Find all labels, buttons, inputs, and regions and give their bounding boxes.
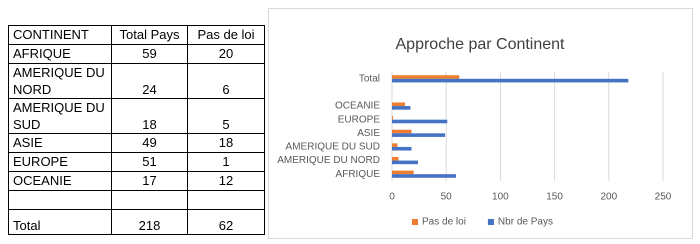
cell: 17 xyxy=(111,171,188,191)
y-tick-label: OCEANIE xyxy=(335,101,380,112)
cell: 59 xyxy=(111,44,188,64)
x-tick-label: 50 xyxy=(441,192,453,203)
bar xyxy=(392,78,629,83)
bar xyxy=(392,116,394,120)
bar xyxy=(392,75,460,79)
bar xyxy=(392,106,411,110)
chart-border xyxy=(268,8,693,239)
y-tick-label: Total xyxy=(359,73,380,84)
bar xyxy=(392,119,448,124)
bar xyxy=(392,143,398,147)
bar xyxy=(392,133,446,137)
y-tick-label: AFRIQUE xyxy=(336,169,381,180)
cell: EUROPE xyxy=(8,152,112,172)
cell: 18 xyxy=(187,133,265,153)
y-tick-label: ASIE xyxy=(357,128,380,139)
data-table: CONTINENT Total Pays Pas de loi AFRIQUE 59 2… xyxy=(8,25,265,235)
cell: 18 xyxy=(111,98,188,134)
cell: 6 xyxy=(187,63,265,99)
bar xyxy=(392,129,412,134)
total-cell: 218 xyxy=(111,209,188,235)
legend-label: Pas de loi xyxy=(422,217,466,228)
chart-title: Approche par Continent xyxy=(396,36,566,53)
cell: 24 xyxy=(111,63,188,99)
x-tick-label: 100 xyxy=(492,192,509,203)
bar xyxy=(392,102,406,107)
x-tick-label: 200 xyxy=(600,192,617,203)
x-tick-label: 250 xyxy=(655,192,672,203)
bar xyxy=(392,170,414,175)
bar xyxy=(392,156,399,161)
total-cell: Total xyxy=(8,209,112,235)
cell: 5 xyxy=(187,98,265,134)
legend-swatch xyxy=(487,219,494,225)
total-cell: 62 xyxy=(187,209,265,235)
legend-label: Nbr de Pays xyxy=(498,217,553,228)
bar xyxy=(392,146,412,151)
bar xyxy=(392,160,419,165)
y-tick-label: AMERIQUE DU SUD xyxy=(286,142,380,153)
legend-swatch xyxy=(412,219,418,225)
y-tick-label: EUROPE xyxy=(338,114,381,125)
x-tick-label: 150 xyxy=(546,192,563,203)
x-tick-label: 0 xyxy=(389,192,395,203)
bar xyxy=(392,174,456,178)
y-tick-label: AMERIQUE DU NORD xyxy=(277,155,380,166)
